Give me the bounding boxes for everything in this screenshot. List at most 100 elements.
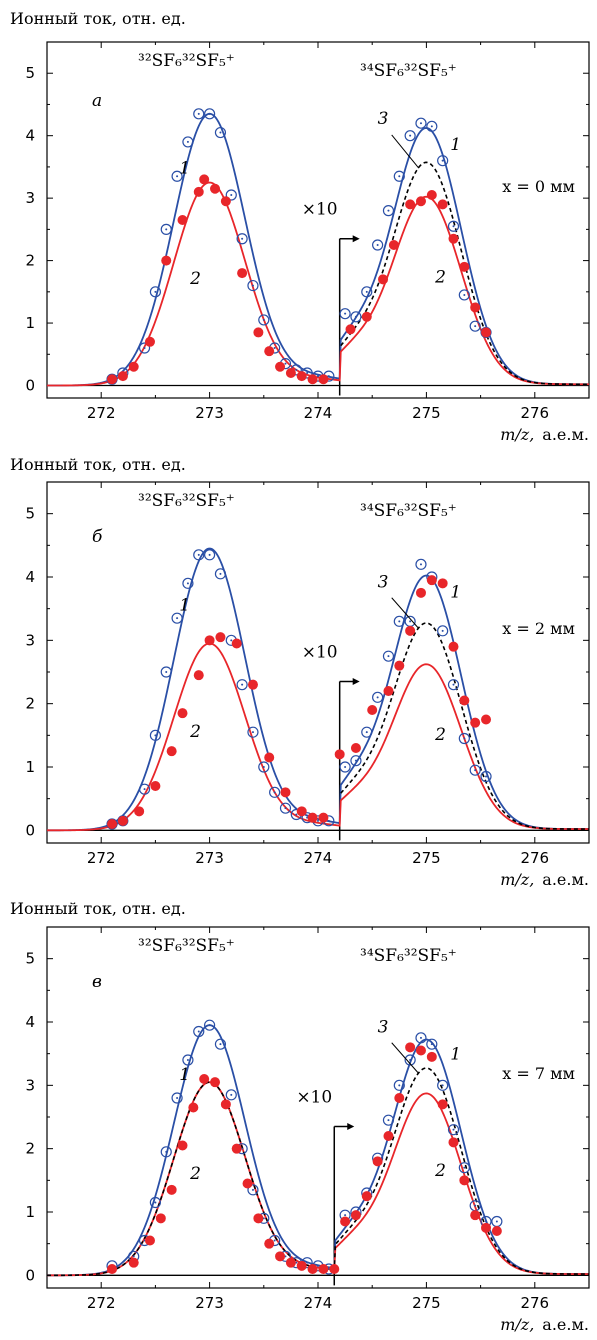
data-point-filled (361, 311, 372, 322)
data-point-filled (177, 1140, 188, 1151)
condition-label: x = 7 мм (502, 1064, 575, 1083)
x-axis-unit: а.е.м. (542, 870, 589, 889)
data-point-open-center (251, 284, 254, 287)
data-point-open (204, 549, 216, 561)
data-point-filled (448, 1137, 459, 1148)
data-point-open (372, 239, 384, 251)
data-point-filled (155, 1213, 166, 1224)
y-tick-label: 4 (25, 568, 35, 586)
curve-2-line (47, 1081, 589, 1277)
data-point-filled (296, 1260, 307, 1271)
data-point-filled (470, 717, 481, 728)
data-point-filled (285, 1257, 296, 1268)
data-point-filled (128, 1257, 139, 1268)
data-point-open (393, 170, 405, 182)
plot-frame (46, 926, 590, 1289)
data-point-filled (275, 1251, 286, 1262)
data-point-open (393, 1079, 405, 1091)
data-point-filled (383, 686, 394, 696)
data-point-open-center (365, 731, 368, 734)
data-point-open-center (387, 655, 390, 658)
data-point-open-center (441, 159, 444, 162)
data-point-open (204, 1019, 216, 1031)
data-point-open-center (154, 290, 157, 293)
data-point-open-center (409, 1059, 412, 1061)
data-point-open (236, 679, 248, 691)
curve-3-dashed (47, 1067, 589, 1277)
data-point-filled (161, 255, 172, 266)
data-point-open-center (327, 819, 330, 822)
data-point-filled (193, 670, 204, 681)
data-point-filled (394, 660, 405, 671)
data-point-filled (177, 708, 188, 719)
x-axis-label: m/z, а.е.м. (500, 870, 589, 889)
data-point-open (469, 320, 481, 332)
data-point-filled (481, 714, 492, 725)
condition-label: x = 2 мм (502, 619, 575, 638)
data-point-open (339, 308, 351, 320)
data-point-open (149, 1196, 161, 1209)
y-tick-label: 0 (25, 821, 35, 839)
curve-1-line (47, 547, 589, 832)
data-point-open (415, 117, 427, 129)
data-point-filled (264, 752, 275, 763)
data-point-filled (350, 743, 361, 753)
data-point-open-center (354, 315, 357, 318)
data-point-open-center (273, 791, 276, 794)
data-point-open (138, 783, 151, 795)
right-peak-label: ³⁴SF₆³²SF₅⁺ (360, 61, 457, 81)
data-point-filled (307, 812, 318, 823)
data-point-filled (405, 1042, 416, 1053)
y-tick-label: 1 (25, 758, 35, 776)
data-point-open (225, 189, 237, 201)
left-peak-label: ³²SF₆³²SF₅⁺ (138, 491, 235, 511)
data-point-filled (231, 1143, 242, 1154)
y-tick-label: 4 (25, 1013, 35, 1031)
data-point-filled (107, 819, 118, 829)
data-point-open-center (409, 134, 412, 137)
data-point-open-center (186, 582, 189, 585)
x-axis-label: m/z, а.е.м. (500, 425, 589, 444)
data-point-open-center (295, 813, 298, 816)
data-point-open-center (419, 563, 422, 566)
scale-marker-arrowhead (347, 1123, 355, 1130)
data-point-open-center (441, 1084, 444, 1087)
data-point-filled (253, 1213, 264, 1224)
data-point-filled (150, 781, 161, 791)
data-point-open (469, 764, 481, 776)
data-point-filled (264, 1238, 275, 1249)
scale-marker-label: ×10 (302, 200, 338, 220)
x-tick-label: 275 (412, 1294, 441, 1312)
curve-label-3: 3 (378, 572, 389, 592)
data-point-open (214, 126, 227, 139)
panel-1: Ионный ток, отн. ед. 272 273 274 275 276 0 1 2 3 4… (10, 9, 590, 444)
curve-label-2-right: 2 (434, 267, 446, 287)
data-point-open-center (241, 683, 244, 686)
data-point-open-center (463, 737, 466, 740)
data-point-open-center (474, 325, 477, 328)
x-tick-label: 274 (304, 404, 333, 422)
data-point-filled (405, 625, 416, 636)
data-point-open-center (165, 228, 168, 231)
data-point-open-center (452, 1128, 455, 1131)
data-point-filled (296, 371, 307, 382)
data-point-open-center (306, 1261, 309, 1264)
y-tick-label: 1 (25, 314, 35, 332)
data-point-filled (199, 1074, 210, 1084)
data-point-filled (345, 324, 356, 335)
data-point-open (160, 666, 172, 678)
data-point-filled (117, 815, 128, 826)
data-point-filled (237, 268, 248, 279)
data-point-open-center (295, 368, 298, 371)
data-point-filled (329, 1264, 340, 1274)
data-point-filled (199, 174, 210, 185)
data-point-open (437, 155, 449, 167)
data-point-open-center (474, 1204, 477, 1207)
data-point-open-center (208, 112, 211, 115)
data-point-filled (340, 1216, 351, 1227)
data-point-open-center (262, 766, 265, 768)
plot-frame (46, 41, 590, 399)
data-point-filled (437, 1099, 448, 1110)
data-point-filled (481, 327, 492, 338)
data-point-open (447, 220, 460, 232)
